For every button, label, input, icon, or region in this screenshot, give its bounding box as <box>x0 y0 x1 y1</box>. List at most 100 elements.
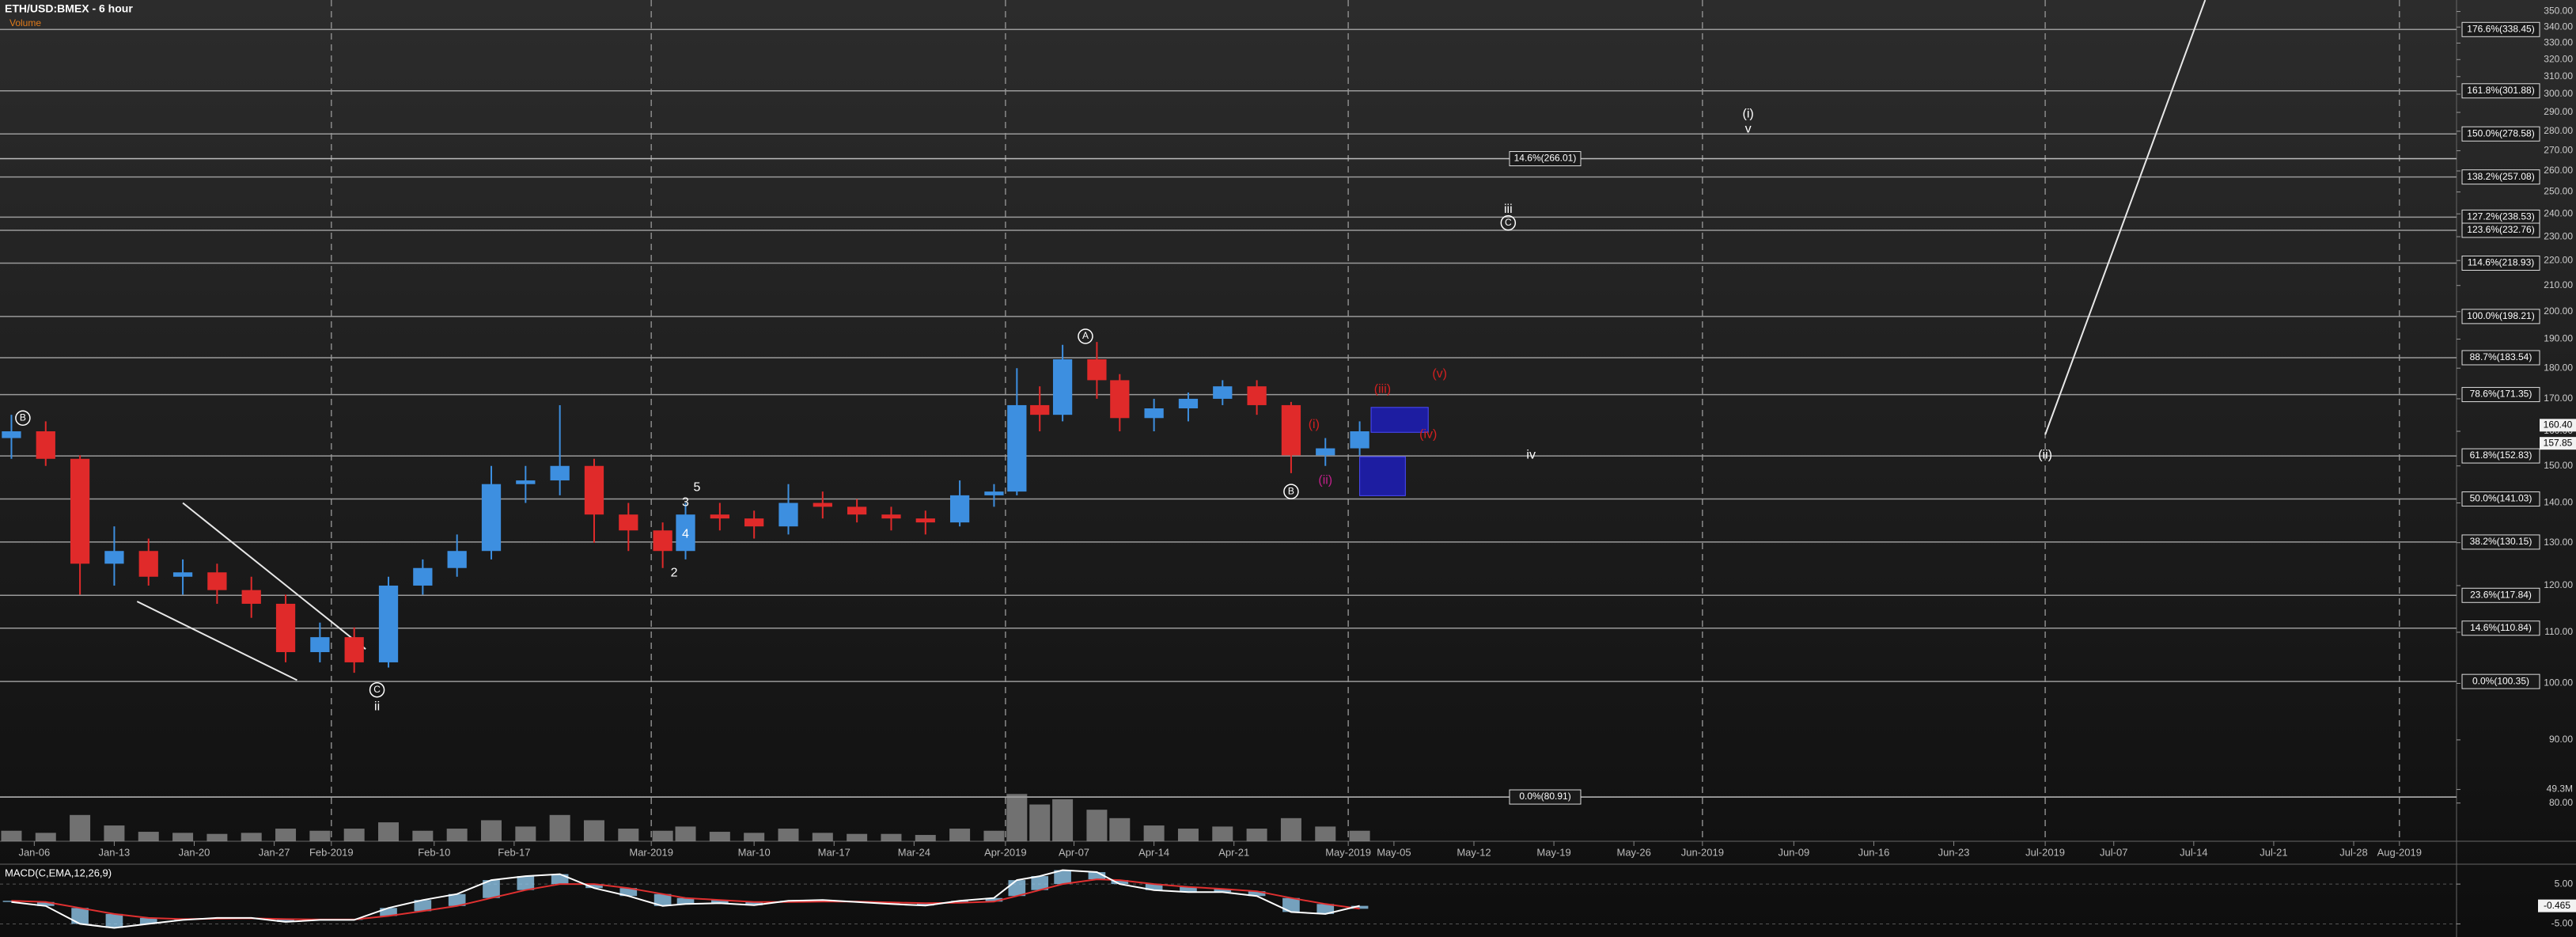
macd-histogram-bar <box>71 908 89 924</box>
volume-bar <box>1315 826 1336 841</box>
y-tick-label: 150.00 <box>2544 460 2573 471</box>
candle-body <box>744 518 764 527</box>
x-tick-label: Mar-2019 <box>629 846 673 858</box>
macd-histogram-bar <box>105 913 123 928</box>
wave-label: 2 <box>671 567 678 580</box>
wave-label-circle <box>1078 328 1093 344</box>
x-tick-label: Apr-07 <box>1059 846 1089 858</box>
candle-body <box>344 637 364 662</box>
price-label-box <box>2540 419 2576 432</box>
x-tick-label: Mar-24 <box>898 846 930 858</box>
volume-bar <box>583 820 604 841</box>
candle-body <box>310 637 330 653</box>
volume-bar <box>446 829 468 841</box>
price-label-box <box>2540 437 2576 450</box>
fib-level-label: 78.6%(171.35) <box>2470 389 2532 400</box>
x-tick-label: Jul-28 <box>2339 846 2367 858</box>
volume-tick-label: 49.3M <box>2547 783 2573 795</box>
macd-histogram-bar <box>585 884 603 889</box>
macd-histogram-bar <box>448 893 466 906</box>
y-tick-label: 260.00 <box>2544 165 2573 176</box>
candle-body <box>70 458 90 564</box>
fib-level-label: 14.6%(110.84) <box>2470 622 2532 633</box>
volume-bar <box>309 830 331 841</box>
volume-bar <box>1029 804 1051 841</box>
wave-label: iv <box>1526 449 1536 462</box>
macd-histogram-bar <box>951 901 968 903</box>
x-tick-label: Jul-07 <box>2100 846 2127 858</box>
macd-histogram-bar <box>711 900 729 904</box>
volume-bar <box>709 832 730 841</box>
x-tick-label: Mar-17 <box>818 846 850 858</box>
wave-label-circle <box>369 681 385 698</box>
price-label: 157.85 <box>2544 437 2573 448</box>
fib-level-label: 123.6%(232.76) <box>2467 224 2534 235</box>
price-label: 160.40 <box>2544 419 2573 430</box>
macd-histogram-bar <box>380 908 397 916</box>
fib-label-box <box>2461 83 2540 99</box>
candle-body <box>1110 380 1130 419</box>
x-tick-label: Jul-21 <box>2260 846 2287 858</box>
x-tick-label: Jun-16 <box>1858 846 1890 858</box>
volume-bar <box>172 833 194 841</box>
volume-bar <box>378 822 400 841</box>
macd-histogram-bar <box>1316 904 1335 914</box>
volume-bar <box>241 833 262 841</box>
macd-histogram-bar <box>1111 880 1129 885</box>
fib-level-label: 100.0%(198.21) <box>2467 310 2534 321</box>
volume-bar <box>515 826 536 841</box>
wave-label: B <box>1288 485 1294 496</box>
x-tick-label: Jul-2019 <box>2025 846 2065 858</box>
volume-bar <box>812 833 833 841</box>
candle-body <box>1213 386 1233 399</box>
volume-bar <box>549 814 570 841</box>
fib-label-box <box>2461 534 2540 550</box>
y-tick-label: 170.00 <box>2544 393 2573 404</box>
candle-body <box>104 551 124 564</box>
fib-level-label: 114.6%(218.93) <box>2468 257 2535 268</box>
x-tick-label: Feb-2019 <box>309 846 354 858</box>
x-tick-label: May-12 <box>1457 846 1491 858</box>
candle-body <box>275 603 296 653</box>
macd-histogram-bar <box>676 897 695 905</box>
macd-histogram-bar <box>619 888 638 897</box>
macd-histogram-bar <box>1214 889 1232 893</box>
volume-bar <box>1143 825 1165 841</box>
volume-bar <box>1280 818 1301 841</box>
candle-body <box>1316 448 1335 456</box>
y-tick-label: 210.00 <box>2544 279 2573 290</box>
macd-histogram-bar <box>1054 870 1071 885</box>
wave-label: (ii) <box>1318 473 1332 487</box>
x-tick-label: Jun-09 <box>1778 846 1809 858</box>
y-tick-label: 90.00 <box>2549 734 2573 745</box>
wave-label: C <box>373 684 381 695</box>
candle-body <box>138 551 158 577</box>
candle-body <box>1007 404 1027 492</box>
x-tick-label: Jun-2019 <box>1681 846 1724 858</box>
macd-histogram-bar <box>483 880 500 898</box>
wave-label: C <box>1505 217 1512 228</box>
chart-title: ETH/USD:BMEX - 6 hour <box>5 2 133 15</box>
fib-level-label: 161.8%(301.88) <box>2467 85 2534 96</box>
y-tick-label: 200.00 <box>2544 305 2573 317</box>
volume-bar <box>949 829 971 841</box>
candle-body <box>1281 404 1301 456</box>
candle-body <box>1030 404 1050 415</box>
candle-body <box>1087 358 1107 381</box>
x-tick-label: Apr-21 <box>1218 846 1249 858</box>
trend-line <box>136 601 297 681</box>
candle-body <box>1144 408 1164 419</box>
x-tick-label: Jun-23 <box>1938 846 1970 858</box>
fib-label-box <box>2461 448 2540 464</box>
volume-bar <box>1246 829 1267 841</box>
candle-body <box>2 431 21 438</box>
candle-body <box>813 503 832 507</box>
macd-histogram-bar <box>1282 897 1300 912</box>
candle-body <box>984 491 1004 495</box>
wave-label: B <box>20 412 26 423</box>
candle-body <box>241 590 261 604</box>
y-tick-label: 80.00 <box>2549 797 2573 808</box>
y-tick-label: 140.00 <box>2544 497 2573 508</box>
volume-bar <box>1006 794 1028 841</box>
